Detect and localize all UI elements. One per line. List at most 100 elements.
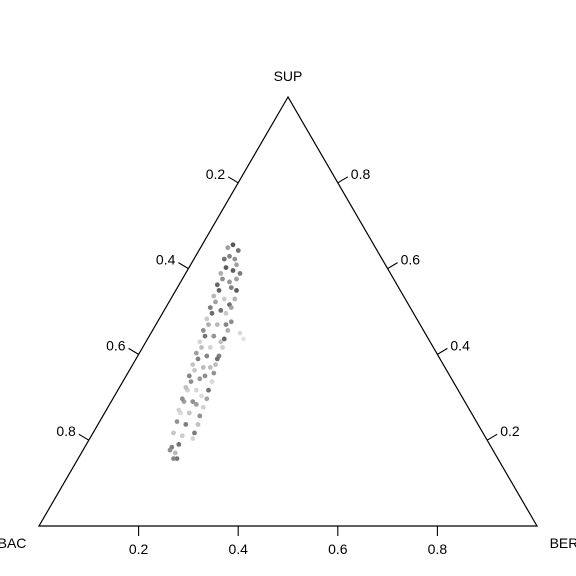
data-point: [225, 245, 231, 251]
data-point: [206, 387, 211, 393]
right-tick-label-1: 0.6: [401, 252, 421, 268]
data-point: [218, 271, 224, 276]
data-point: [200, 328, 206, 333]
data-point: [171, 430, 176, 436]
data-point: [223, 310, 229, 316]
data-point: [199, 393, 204, 399]
vertex-label-bottom-right: BER: [550, 535, 576, 551]
left-tick-label-0: 0.2: [206, 166, 226, 182]
right-tick-label-3: 0.2: [500, 423, 520, 439]
data-point: [221, 336, 227, 342]
data-point: [190, 399, 196, 404]
data-point: [228, 285, 234, 290]
data-point: [223, 265, 229, 270]
data-point: [218, 308, 224, 313]
data-point: [204, 316, 210, 322]
data-point: [186, 373, 192, 379]
data-point: [220, 345, 225, 350]
data-point: [197, 376, 203, 382]
data-point: [179, 433, 185, 439]
data-point: [200, 404, 206, 410]
data-point: [211, 370, 217, 376]
left-tick-label-2: 0.6: [106, 337, 126, 353]
data-point: [183, 422, 189, 427]
data-point: [225, 328, 231, 333]
data-point: [206, 322, 211, 327]
data-point: [213, 299, 218, 305]
data-point: [228, 305, 234, 310]
tick-marks: [78, 176, 498, 536]
right-tick-2: [437, 347, 448, 355]
tick-labels: 0.2 0.4 0.6 0.8 0.8 0.6 0.4 0.2 0.2 0.4 0.6 0.8: [56, 166, 520, 557]
data-point: [207, 365, 213, 370]
data-point: [209, 379, 215, 384]
data-point: [199, 345, 204, 350]
data-point: [228, 319, 234, 325]
data-point: [188, 379, 194, 384]
data-point: [197, 339, 203, 345]
data-point: [176, 407, 182, 413]
data-point: [193, 350, 199, 356]
data-point: [202, 373, 208, 379]
vertex-label-top: SUP: [274, 68, 303, 84]
data-point: [230, 268, 236, 273]
data-point: [174, 419, 180, 424]
data-point: [211, 293, 217, 299]
data-point: [171, 456, 176, 461]
left-tick-1: [178, 262, 189, 270]
data-point: [232, 296, 238, 302]
right-tick-label-2: 0.4: [450, 337, 470, 353]
data-point: [204, 396, 210, 402]
right-tick-label-0: 0.8: [351, 166, 371, 182]
data-point: [172, 450, 178, 456]
data-point: [174, 456, 180, 461]
data-point: [220, 276, 225, 282]
data-point: [213, 362, 218, 367]
data-point: [214, 282, 220, 288]
vertex-label-bottom-left: BAC: [0, 535, 26, 551]
data-point: [197, 413, 203, 419]
data-point: [209, 310, 215, 316]
data-point: [211, 333, 217, 339]
data-point: [237, 330, 243, 336]
right-tick-3: [486, 433, 498, 441]
bottom-tick-label-3: 0.8: [428, 541, 448, 557]
data-point: [235, 248, 241, 253]
data-point: [234, 262, 239, 268]
bottom-tick-label-0: 0.2: [129, 541, 149, 557]
data-point: [207, 305, 213, 310]
data-point: [190, 436, 196, 441]
data-point: [207, 345, 213, 350]
data-point: [204, 353, 210, 359]
data-point: [218, 339, 224, 345]
data-point: [234, 288, 239, 293]
data-point: [230, 242, 236, 248]
ternary-frame: [37, 95, 539, 527]
left-tick-3: [78, 433, 90, 441]
left-tick-label-3: 0.8: [56, 423, 76, 439]
data-point: [214, 356, 220, 362]
data-point: [227, 253, 232, 259]
data-point: [193, 402, 199, 407]
data-point: [200, 365, 206, 370]
data-point: [186, 410, 192, 416]
left-tick-label-1: 0.4: [156, 252, 176, 268]
right-tick-0: [337, 176, 349, 184]
data-point: [214, 322, 220, 327]
data-points: [167, 242, 246, 461]
data-point: [167, 447, 173, 453]
bottom-tick-label-2: 0.6: [328, 541, 348, 557]
data-point: [223, 322, 229, 327]
left-tick-0: [227, 176, 239, 184]
right-tick-1: [387, 262, 398, 270]
left-tick-2: [128, 347, 139, 355]
data-point: [221, 296, 227, 302]
data-point: [193, 387, 199, 393]
data-point: [232, 256, 238, 262]
data-point: [176, 442, 182, 447]
data-point: [216, 288, 222, 293]
bottom-tick-label-1: 0.4: [228, 541, 248, 557]
data-point: [234, 276, 239, 282]
data-point: [227, 279, 232, 285]
